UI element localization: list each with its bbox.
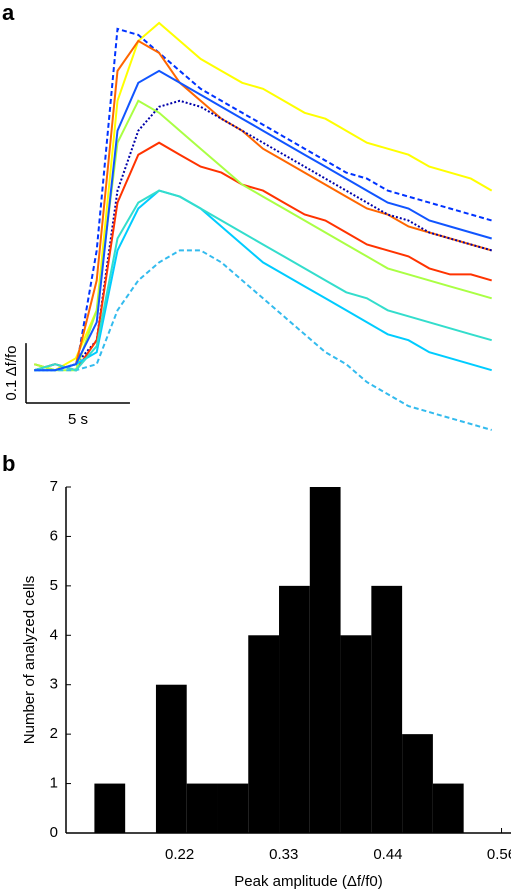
x-axis-label: Peak amplitude (Δf/f0) (234, 873, 382, 890)
x-tick-label: 0.22 (165, 846, 194, 863)
y-tick-label: 2 (50, 725, 58, 742)
panel-label: b (2, 451, 15, 476)
bar (371, 585, 403, 833)
bar (248, 635, 280, 833)
panel-label: a (2, 0, 15, 25)
y-tick-label: 3 (50, 676, 58, 693)
bar (217, 783, 249, 833)
x-tick-label: 0.56 (487, 846, 511, 863)
bar (340, 635, 372, 833)
trace (34, 99, 492, 372)
x-tick-label: 0.44 (373, 846, 402, 863)
scale-bar-x-label: 5 s (68, 411, 88, 428)
bar (94, 783, 126, 833)
trace (34, 21, 493, 372)
y-axis-label: Number of analyzed cells (21, 576, 38, 744)
x-tick-label: 0.33 (269, 846, 298, 863)
trace (34, 189, 492, 372)
bar (309, 487, 341, 833)
trace (34, 39, 492, 372)
scale-bar-y-label: 0.1 Δf/fo (3, 346, 20, 401)
y-tick-label: 6 (50, 527, 58, 544)
trace (34, 249, 492, 431)
y-tick-label: 1 (50, 775, 58, 792)
trace (34, 69, 492, 372)
bar (279, 585, 310, 833)
bar (155, 684, 187, 833)
y-tick-label: 4 (50, 626, 58, 643)
y-tick-label: 7 (50, 478, 58, 495)
bar (402, 734, 433, 833)
y-tick-label: 5 (50, 577, 58, 594)
trace (34, 189, 492, 372)
trace (34, 99, 492, 372)
bar (432, 783, 464, 833)
bar (186, 783, 218, 833)
y-tick-label: 0 (50, 824, 58, 841)
trace (34, 27, 492, 372)
trace (34, 141, 492, 372)
